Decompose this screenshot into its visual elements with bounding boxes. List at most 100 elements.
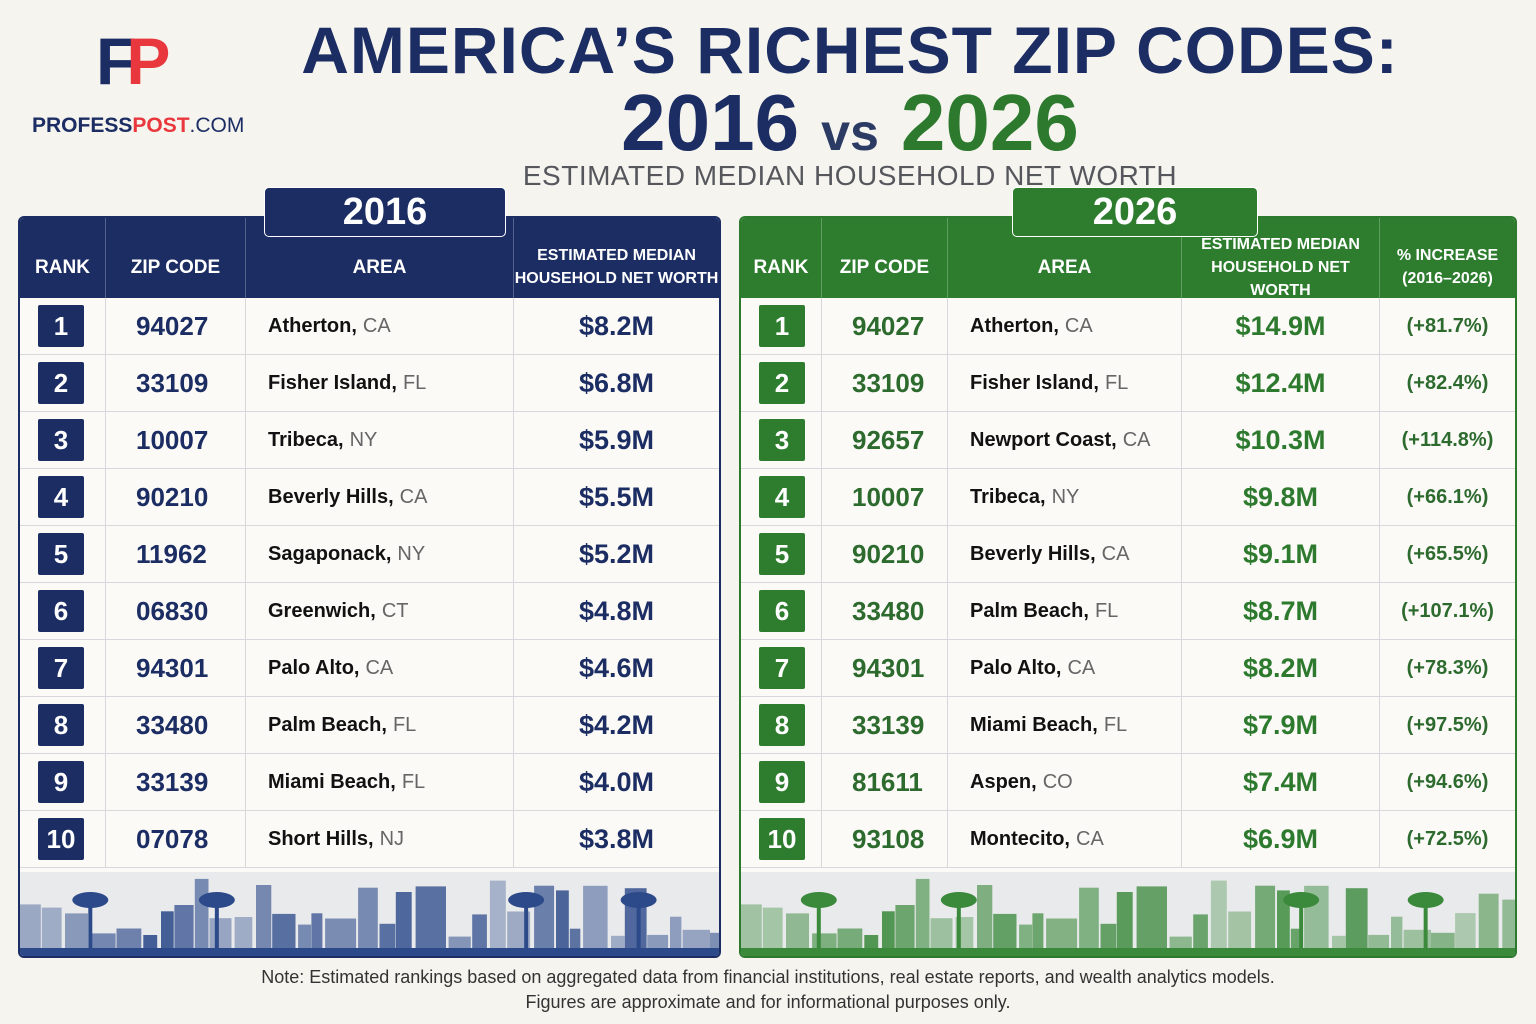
- palm-tree-icon: [1299, 902, 1304, 956]
- area-city: Greenwich,: [268, 599, 376, 622]
- skyline-building: [174, 905, 194, 956]
- palm-crown-icon: [1283, 892, 1320, 908]
- table-2026-body: 1 94027 Atherton, CA $14.9M (+81.7%) 2 33109 Fis…: [741, 298, 1515, 868]
- palm-crown-icon: [940, 892, 977, 908]
- area-state: FL: [1104, 371, 1129, 394]
- area-cell: Atherton, CA: [246, 298, 514, 354]
- skyline-building: [1391, 916, 1403, 956]
- skyline-building: [915, 878, 930, 956]
- area-state: CA: [1064, 314, 1093, 337]
- value-cell: $6.8M: [578, 367, 655, 398]
- rank-cell: 6: [20, 583, 106, 639]
- skyline-building: [1345, 888, 1368, 956]
- skyline-building: [1193, 914, 1208, 956]
- col-rank: RANK: [20, 218, 106, 298]
- value-cell: $4.2M: [578, 709, 655, 740]
- value-cell: $3.8M: [578, 823, 655, 854]
- panel-tab-2026: 2026: [1012, 187, 1258, 237]
- table-2026-header: RANK ZIP CODE AREA ESTIMATED MEDIAN HOUS…: [741, 218, 1515, 299]
- zip-cell: 93108: [822, 811, 948, 867]
- zip-cell: 06830: [106, 583, 246, 639]
- skyline-building: [1032, 913, 1044, 956]
- value-cell: $7.4M: [1182, 754, 1380, 810]
- footnote-line1: Note: Estimated rankings based on aggreg…: [261, 967, 1275, 987]
- skyline-building: [358, 887, 378, 956]
- area-state: FL: [401, 770, 426, 793]
- skyline-building: [194, 878, 209, 956]
- zip-cell: 90210: [106, 469, 246, 525]
- table-row: 6 06830 Greenwich, CT $4.8M: [20, 583, 719, 640]
- area-cell: Greenwich, CT: [246, 583, 514, 639]
- skyline-building: [569, 928, 581, 956]
- palm-tree-icon: [214, 902, 219, 956]
- table-row: 4 90210 Beverly Hills, CA $5.5M: [20, 469, 719, 526]
- value-cell: $7.9M: [1182, 697, 1380, 753]
- rank-badge: 3: [759, 419, 805, 461]
- pct-cell: (+65.5%): [1406, 542, 1489, 565]
- footnote-line2: Figures are approximate and for informat…: [525, 992, 1011, 1012]
- area-cell: Fisher Island, FL: [948, 355, 1182, 411]
- table-row: 7 94301 Palo Alto, CA $4.6M: [20, 640, 719, 697]
- zip-cell: 33109: [822, 355, 948, 411]
- skyline-building: [272, 913, 296, 956]
- skyline-building: [20, 904, 41, 956]
- value-cell: $10.3M: [1182, 412, 1380, 468]
- palm-crown-icon: [1407, 892, 1444, 908]
- skyline-building: [41, 907, 62, 956]
- skyline-building: [882, 911, 895, 956]
- zip-cell: 33480: [822, 583, 948, 639]
- area-state: FL: [392, 713, 417, 736]
- table-2026: RANK ZIP CODE AREA ESTIMATED MEDIAN HOUS…: [739, 216, 1517, 958]
- value-cell: $4.6M: [578, 652, 655, 683]
- table-2016: RANK ZIP CODE AREA ESTIMATED MEDIAN HOUS…: [18, 216, 721, 958]
- zip-cell: 90210: [822, 526, 948, 582]
- rank-badge: 7: [759, 647, 805, 689]
- area-city: Beverly Hills,: [268, 485, 394, 508]
- rank-badge: 7: [38, 647, 84, 689]
- rank-badge: 8: [38, 704, 84, 746]
- col-value-line1: ESTIMATED MEDIAN: [1201, 235, 1360, 253]
- rank-badge: 6: [38, 590, 84, 632]
- area-city: Newport Coast,: [970, 428, 1117, 451]
- skyline-building: [234, 917, 253, 956]
- skyline-building: [556, 890, 569, 956]
- area-city: Palo Alto,: [970, 656, 1062, 679]
- zip-cell: 07078: [106, 811, 246, 867]
- skyline-building: [161, 911, 174, 956]
- col-value-line1: ESTIMATED MEDIAN: [537, 247, 696, 264]
- skyline-2026: [741, 872, 1515, 956]
- skyline-building: [311, 913, 323, 956]
- rank-cell: 8: [741, 697, 822, 753]
- table-row: 9 33139 Miami Beach, FL $4.0M: [20, 754, 719, 811]
- area-cell: Sagaponack, NY: [246, 526, 514, 582]
- area-city: Tribeca,: [970, 485, 1046, 508]
- area-cell: Tribeca, NY: [948, 469, 1182, 525]
- logo-word-post: POST: [132, 114, 190, 137]
- brand-logo: FP PROFESSPOST.COM: [30, 28, 270, 143]
- table-row: 8 33139 Miami Beach, FL $7.9M (+97.5%): [741, 697, 1515, 754]
- area-city: Atherton,: [970, 314, 1059, 337]
- logo-word-profess: PROFESS: [32, 114, 133, 137]
- palm-crown-icon: [508, 892, 545, 908]
- palm-crown-icon: [800, 892, 837, 908]
- pct-cell: (+107.1%): [1401, 599, 1494, 622]
- skyline-building: [1502, 899, 1515, 956]
- zip-cell: 33480: [106, 697, 246, 753]
- area-city: Palm Beach,: [970, 599, 1089, 622]
- rank-badge: 1: [759, 305, 805, 347]
- area-state: FL: [402, 371, 427, 394]
- zip-cell: 94301: [822, 640, 948, 696]
- zip-cell: 11962: [106, 526, 246, 582]
- area-cell: Tribeca, NY: [246, 412, 514, 468]
- table-row: 2 33109 Fisher Island, FL $6.8M: [20, 355, 719, 412]
- pct-cell: (+114.8%): [1401, 428, 1494, 451]
- zip-cell: 10007: [106, 412, 246, 468]
- area-city: Miami Beach,: [970, 713, 1098, 736]
- area-state: NY: [397, 542, 426, 565]
- zip-cell: 33109: [106, 355, 246, 411]
- rank-badge: 2: [38, 362, 84, 404]
- zip-cell: 94301: [106, 640, 246, 696]
- rank-cell: 6: [741, 583, 822, 639]
- area-cell: Palo Alto, CA: [246, 640, 514, 696]
- palm-tree-icon: [88, 902, 93, 956]
